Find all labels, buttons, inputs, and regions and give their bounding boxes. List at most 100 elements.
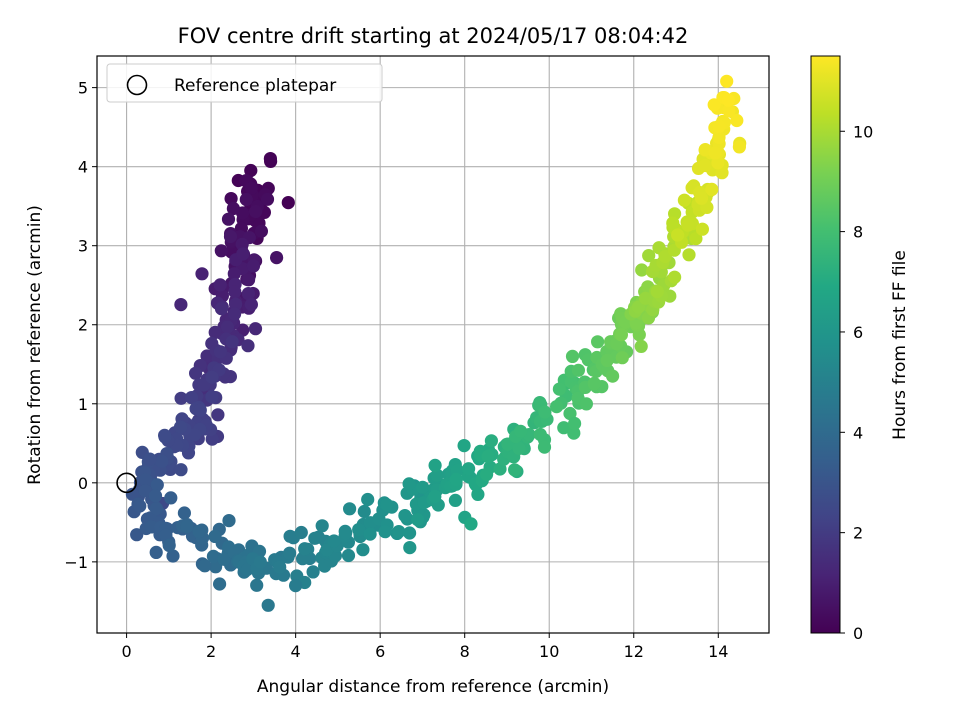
scatter-point [249,204,263,219]
scatter-point [565,349,580,363]
scatter-point [155,454,169,468]
scatter-point [205,370,219,384]
scatter-point [229,297,243,311]
scatter-point [206,549,220,564]
scatter-point [143,452,157,466]
scatter-points [125,74,747,612]
scatter-point [403,526,417,540]
scatter-point [327,534,341,548]
scatter-point [224,192,238,206]
scatter-point [695,222,710,236]
scatter-point [363,527,377,541]
scatter-point [392,525,406,539]
scatter-point [682,248,696,262]
reference-platepar-point [116,472,137,494]
scatter-point [294,525,308,540]
scatter-point [448,493,462,507]
scatter-point [698,158,712,173]
scatter-point [708,146,722,160]
scatter-point [239,192,253,207]
x-tick-label: 0 [121,642,131,661]
scatter-point [125,487,139,501]
scatter-point [689,232,703,246]
scatter-point [720,74,734,88]
legend: Reference platepar [106,63,383,103]
scatter-point [650,285,664,299]
scatter-point [568,416,582,431]
scatter-point [356,543,370,557]
scatter-point [416,480,430,494]
scatter-point [533,427,547,442]
scatter-point [464,517,478,531]
scatter-point [130,528,144,542]
scatter-point [289,579,303,593]
scatter-point [223,229,238,244]
scatter-point [263,152,277,166]
x-tick-label: 6 [375,642,385,661]
x-tick-label: 14 [708,642,728,661]
scatter-point [339,526,353,540]
y-tick-label: 1 [78,395,88,414]
scatter-point [174,391,188,405]
scatter-point [635,263,649,277]
scatter-point [208,529,222,544]
y-tick-label: 3 [78,237,88,256]
scatter-point [162,538,176,553]
scatter-point [668,270,682,284]
scatter-point [174,298,188,312]
scatter-point [159,528,173,542]
scatter-point [352,523,366,537]
scatter-point [428,489,442,504]
scatter-point [217,552,231,566]
scatter-point [579,397,594,411]
scatter-point [225,335,239,349]
scatter-point [380,498,394,512]
scatter-point [378,525,392,539]
scatter-point [298,542,312,556]
scatter-point [184,391,199,405]
scatter-point [133,499,147,513]
scatter-point [642,249,656,263]
scatter-point [398,508,412,523]
scatter-point [148,489,163,503]
scatter-point [195,267,209,281]
scatter-point [211,408,225,422]
scatter-point [677,193,692,207]
colorbar-tick-label: 6 [853,323,863,342]
scatter-point [634,339,648,353]
x-tick-label: 12 [624,642,644,661]
scatter-point [250,578,264,592]
scatter-point [341,548,356,563]
scatter-point [261,598,275,612]
scatter-point [550,400,564,414]
scatter-point [149,502,163,516]
scatter-point [235,237,249,251]
scatter-point [273,560,287,574]
x-tick-label: 8 [460,642,470,661]
scatter-point [241,339,255,353]
scatter-point [188,428,202,442]
scatter-point [213,345,227,359]
x-tick-label: 2 [206,642,216,661]
chart-title: FOV centre drift starting at 2024/05/17 … [178,24,689,48]
legend-entry-reference: Reference platepar [174,76,336,96]
scatter-point [557,421,571,435]
scatter-point [666,216,680,230]
scatter-point [707,98,721,112]
scatter-point [270,251,284,265]
scatter-point [306,565,320,579]
scatter-point [281,196,295,210]
scatter-point [563,406,577,421]
scatter-point [150,478,164,492]
scatter-point [712,119,726,133]
scatter-point [241,287,255,301]
scatter-point [164,491,178,505]
x-ticks: 0 2 4 6 8 10 12 14 [121,633,728,661]
scatter-point [722,104,736,118]
legend-box [106,63,383,103]
scatter-point [208,325,222,339]
scatter-point [512,441,526,455]
scatter-point [138,484,152,498]
scatter-point [430,468,444,482]
scatter-point [538,405,552,419]
